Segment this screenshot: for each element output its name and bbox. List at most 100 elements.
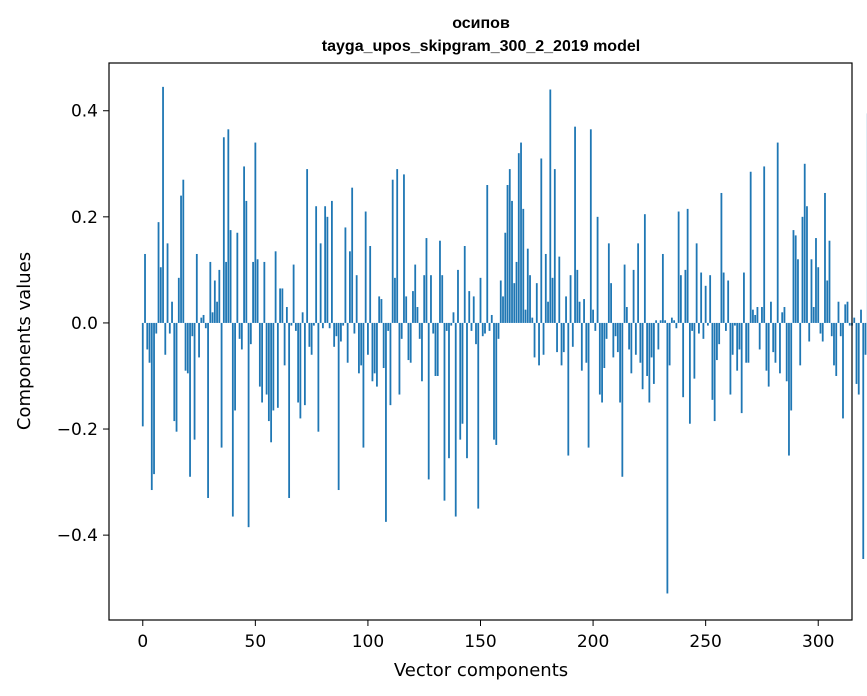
- bar-component-208: [610, 283, 612, 323]
- bar-component-238: [677, 211, 680, 323]
- bar-component-286: [785, 322, 788, 382]
- bar-component-139: [454, 322, 457, 517]
- bar-component-304: [826, 280, 829, 323]
- bar-component-297: [810, 259, 813, 323]
- bar-component-321: [864, 322, 867, 355]
- bar-component-201: [594, 322, 597, 331]
- bar-component-318: [857, 322, 860, 395]
- bar-component-63: [283, 322, 286, 366]
- bar-component-75: [310, 322, 313, 355]
- bar-component-89: [342, 322, 345, 326]
- bar-component-284: [781, 312, 784, 323]
- bar-component-145: [468, 291, 471, 323]
- bar-component-81: [324, 206, 327, 323]
- bar-component-85: [333, 322, 336, 347]
- bar-component-82: [326, 216, 329, 323]
- y-tick-label: 0.0: [71, 314, 98, 334]
- bar-component-308: [835, 322, 838, 376]
- bar-component-289: [792, 230, 795, 323]
- bar-component-3: [148, 322, 151, 363]
- bar-component-128: [430, 275, 432, 323]
- chart-title: осипов: [452, 15, 510, 32]
- bar-component-178: [542, 322, 545, 355]
- bar-component-12: [168, 322, 171, 334]
- bar-component-256: [718, 322, 721, 345]
- bar-component-181: [549, 89, 552, 323]
- bar-component-129: [432, 322, 435, 334]
- bar-component-30: [209, 261, 212, 323]
- bar-component-270: [749, 171, 752, 323]
- bar-component-300: [817, 267, 820, 323]
- bar-component-186: [560, 322, 563, 366]
- bar-component-94: [353, 322, 356, 334]
- bar-component-249: [702, 322, 705, 339]
- bar-component-131: [436, 322, 439, 376]
- bar-component-245: [693, 322, 696, 379]
- bar-component-17: [180, 195, 182, 323]
- bar-component-166: [515, 261, 518, 323]
- bar-component-202: [596, 216, 599, 323]
- bar-component-174: [533, 322, 536, 358]
- bar-component-258: [722, 272, 725, 323]
- bar-component-221: [639, 322, 642, 363]
- bar-component-301: [819, 322, 822, 334]
- bar-component-97: [360, 322, 363, 366]
- bar-component-11: [166, 243, 169, 323]
- bar-component-171: [526, 248, 529, 323]
- bar-component-151: [481, 322, 484, 337]
- bar-component-206: [605, 322, 608, 339]
- bar-component-143: [463, 246, 466, 323]
- bar-component-43: [238, 322, 241, 339]
- bar-component-113: [396, 169, 399, 323]
- bar-component-299: [815, 238, 817, 323]
- bar-component-203: [598, 322, 601, 395]
- bar-component-15: [175, 322, 178, 432]
- bar-component-84: [331, 200, 333, 323]
- bar-component-159: [499, 280, 502, 323]
- bar-component-193: [576, 269, 579, 323]
- bar-component-133: [441, 275, 444, 323]
- bar-component-124: [421, 322, 423, 382]
- bar-component-19: [184, 322, 187, 371]
- bar-component-109: [387, 322, 390, 331]
- bar-component-204: [601, 322, 603, 403]
- bar-component-67: [292, 264, 295, 323]
- bar-component-217: [630, 322, 633, 374]
- bar-component-14: [173, 322, 176, 422]
- bar-component-132: [439, 240, 441, 323]
- bar-component-293: [801, 216, 804, 323]
- bar-component-313: [846, 301, 849, 323]
- y-tick-label: 0.4: [71, 102, 98, 122]
- bar-component-248: [700, 272, 703, 323]
- bar-component-40: [231, 322, 234, 517]
- y-tick-label: 0.2: [71, 208, 98, 228]
- bar-component-122: [416, 307, 419, 323]
- bar-component-276: [763, 166, 766, 323]
- bar-component-76: [312, 322, 315, 326]
- bar-component-320: [862, 322, 865, 559]
- bar-component-114: [398, 322, 401, 395]
- bar-component-177: [540, 158, 543, 323]
- bar-component-247: [698, 322, 700, 334]
- bar-component-197: [585, 322, 588, 363]
- bar-component-142: [461, 322, 464, 424]
- bar-component-116: [403, 174, 405, 323]
- y-axis-ticks: −0.4 −0.2 0.0 0.2 0.4: [57, 102, 109, 546]
- bar-component-60: [276, 322, 279, 408]
- bar-component-233: [666, 322, 669, 594]
- bar-component-160: [502, 296, 504, 323]
- bar-component-266: [740, 322, 743, 414]
- bar-component-224: [646, 322, 649, 376]
- bar-component-58: [272, 322, 275, 411]
- bar-component-28: [204, 322, 207, 329]
- x-tick-label: 200: [577, 632, 609, 652]
- bar-component-150: [479, 277, 482, 323]
- bar-component-225: [648, 322, 651, 403]
- x-tick-label: 300: [802, 632, 834, 652]
- bar-component-103: [373, 322, 376, 374]
- bar-component-137: [450, 322, 453, 326]
- bar-component-120: [412, 291, 414, 323]
- bar-component-179: [544, 253, 547, 323]
- bar-component-198: [587, 322, 590, 448]
- bar-component-226: [650, 322, 653, 358]
